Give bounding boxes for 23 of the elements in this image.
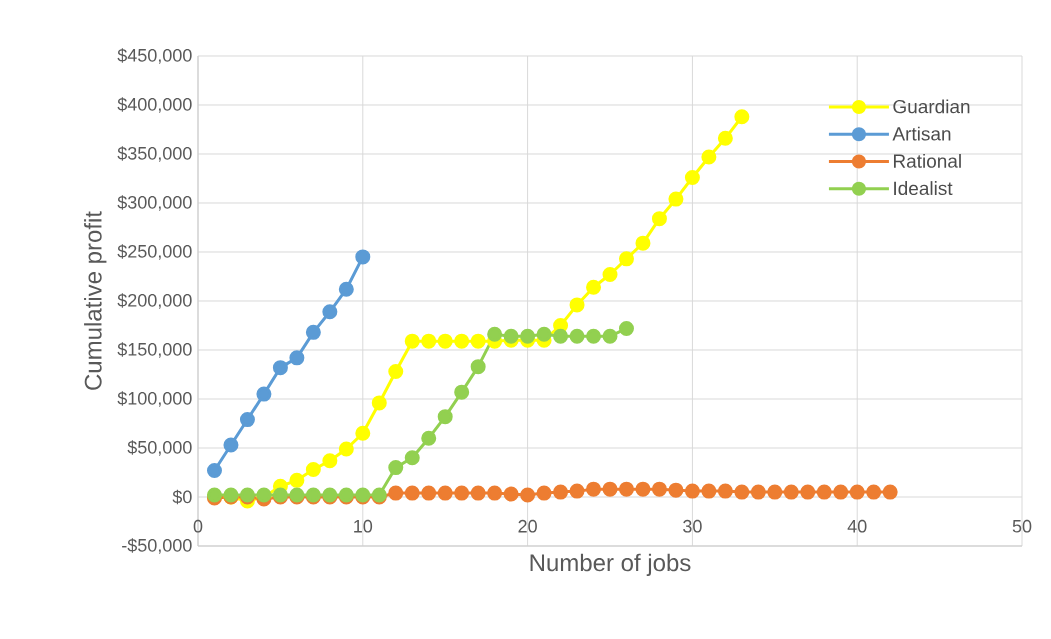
y-tick-label: $200,000 <box>117 293 192 309</box>
x-axis-title: Number of jobs <box>530 553 691 577</box>
x-tick-label: 30 <box>683 519 702 533</box>
x-tick-label: 40 <box>847 519 867 533</box>
x-tick-label: 10 <box>354 519 373 533</box>
y-tick-label: $150,000 <box>117 342 192 358</box>
y-tick-label: $300,000 <box>117 195 192 211</box>
y-tick-label: $50,000 <box>127 440 192 456</box>
y-tick-label: $350,000 <box>117 146 192 162</box>
y-axis-title: Cumulative profit <box>84 211 107 390</box>
y-tick-label: $250,000 <box>117 244 192 260</box>
legend-label: Idealist <box>894 181 953 196</box>
x-tick-label: 20 <box>518 519 537 533</box>
x-tick-label: 50 <box>1012 519 1032 533</box>
legend-label: Rational <box>893 153 961 168</box>
legend-label: Artisan <box>892 126 951 141</box>
y-tick-label: $450,000 <box>117 48 192 64</box>
y-tick-label: -$50,000 <box>122 538 192 554</box>
y-tick-label: $400,000 <box>117 97 192 113</box>
y-tick-label: $0 <box>172 489 192 505</box>
y-tick-label: $100,000 <box>117 391 192 407</box>
legend-label: Guardian <box>893 99 970 114</box>
x-tick-label: 0 <box>193 519 203 533</box>
